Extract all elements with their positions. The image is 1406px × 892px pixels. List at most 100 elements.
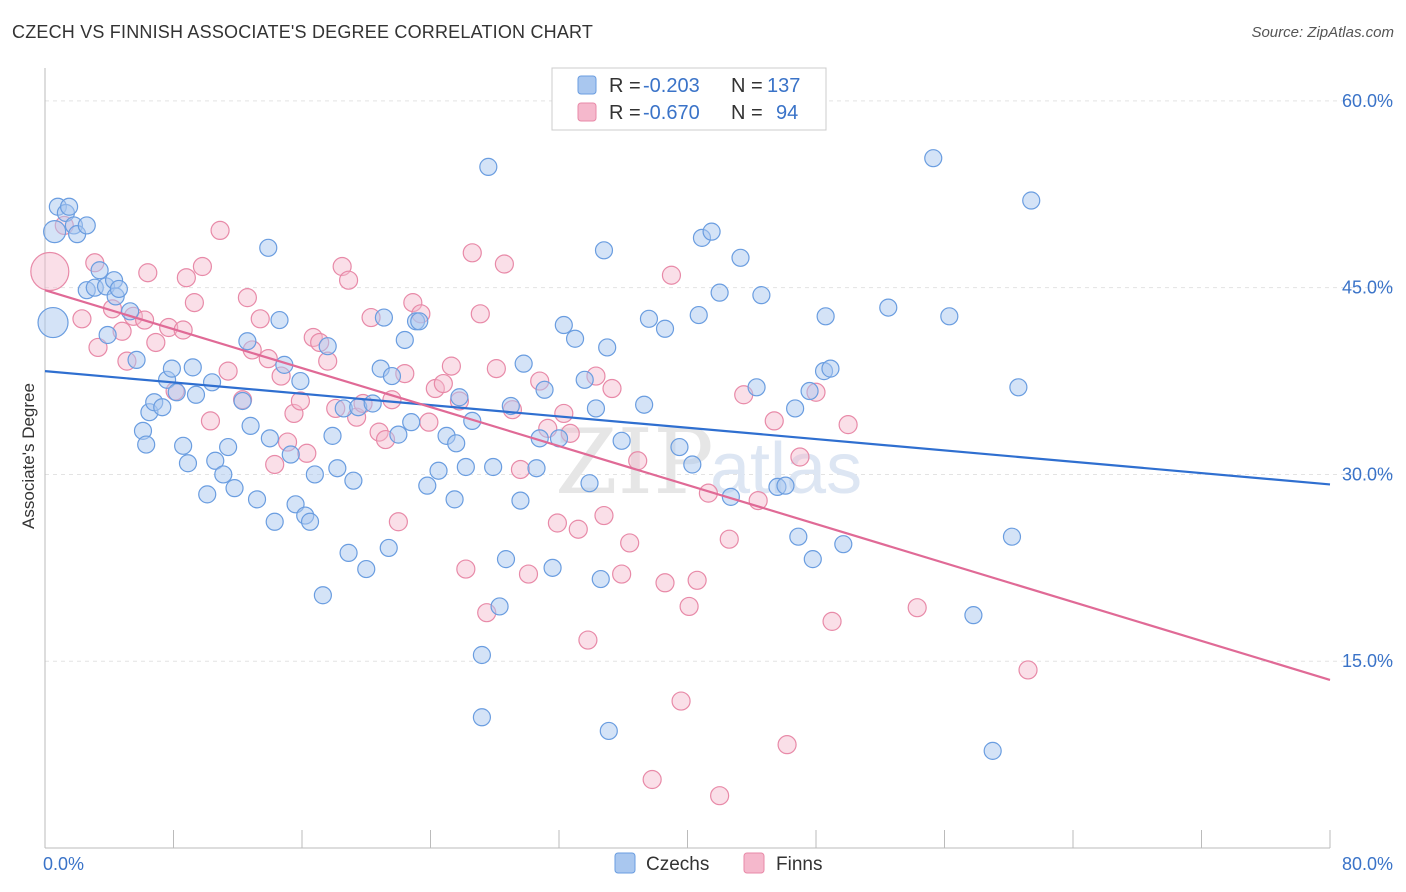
y-tick-labels: 15.0% 30.0% 45.0% 60.0% — [1342, 91, 1393, 671]
finns-point — [456, 559, 476, 579]
finns-point — [719, 529, 739, 549]
czechs-point — [395, 330, 414, 350]
bottom-legend-swatch-finns — [743, 852, 765, 874]
czechs-point — [379, 538, 398, 558]
czechs-point — [484, 457, 503, 477]
czechs-point — [318, 337, 337, 356]
czechs-point — [511, 491, 530, 510]
finns-point — [72, 309, 92, 329]
czechs-point — [167, 383, 186, 402]
czechs-point — [535, 380, 554, 399]
bottom-legend-label-czechs: Czechs — [646, 854, 709, 875]
czechs-point — [339, 543, 358, 562]
finns-point — [612, 564, 632, 584]
finns-point — [777, 735, 797, 755]
czechs-point — [463, 411, 482, 431]
czechs-point — [655, 319, 675, 338]
x-tick-label: 0.0% — [43, 854, 84, 874]
czechs-point — [594, 241, 614, 260]
czechs-point — [247, 490, 267, 509]
czechs-point — [447, 434, 466, 453]
finns-point — [88, 337, 108, 358]
bottom-legend: Czechs Finns — [614, 852, 822, 875]
finns-point — [486, 359, 506, 379]
czechs-point — [77, 216, 96, 235]
chart-title: CZECH VS FINNISH ASSOCIATE'S DEGREE CORR… — [12, 22, 594, 42]
finns-point — [297, 443, 317, 463]
czechs-point — [543, 558, 562, 577]
finns-point — [200, 411, 221, 431]
finns-point — [547, 513, 567, 533]
czechs-point — [418, 476, 437, 495]
czechs-point — [554, 315, 573, 335]
czechs-point — [389, 425, 408, 444]
finns-point — [303, 327, 323, 348]
finns-points — [30, 215, 1038, 806]
czechs-point — [137, 435, 156, 454]
finns-point — [642, 769, 662, 790]
czechs-points — [37, 149, 1041, 760]
czechs-point — [162, 359, 181, 378]
y-tick-label: 15.0% — [1342, 651, 1393, 671]
czechs-point — [472, 645, 491, 665]
czechs-point — [639, 309, 659, 328]
czechs-point — [731, 248, 750, 267]
finns-point — [594, 505, 614, 526]
finns-point — [838, 415, 858, 435]
finns-trend-line — [44, 289, 1331, 681]
finns-point — [210, 220, 230, 240]
czechs-point — [1002, 527, 1022, 546]
finns-point — [146, 332, 166, 353]
x-tick-label: 80.0% — [1342, 854, 1393, 874]
finns-point — [822, 611, 842, 631]
czechs-point — [591, 569, 610, 589]
czechs-point — [259, 238, 278, 257]
czechs-point — [328, 459, 347, 478]
legend-box: R = -0.203 N = 137 R = -0.670 N = 94 — [551, 67, 827, 131]
czechs-point — [670, 437, 689, 457]
legend-n-label-czechs: N = — [731, 75, 763, 97]
czechs-point — [313, 586, 332, 605]
czechs-point — [586, 399, 606, 418]
czechs-point — [786, 399, 805, 418]
czechs-point — [186, 385, 206, 404]
czechs-point — [1022, 191, 1041, 210]
czechs-point — [198, 485, 217, 504]
finns-point — [687, 570, 707, 590]
czechs-point — [281, 445, 300, 464]
czechs-point — [924, 149, 943, 168]
czechs-point — [598, 338, 617, 357]
czechs-point — [90, 261, 109, 280]
y-tick-label: 45.0% — [1342, 278, 1393, 298]
finns-point — [441, 356, 461, 376]
finns-point — [1018, 660, 1038, 680]
finns-point — [218, 361, 238, 381]
czechs-point — [599, 721, 618, 741]
czechs-point — [363, 394, 382, 413]
czechs-point — [689, 305, 708, 325]
x-tick-labels: 0.0% 80.0% — [43, 854, 1393, 874]
finns-point — [138, 263, 158, 283]
czechs-point — [238, 332, 257, 351]
czechs-point — [800, 381, 819, 401]
czechs-point — [776, 476, 795, 495]
finns-point — [237, 288, 257, 308]
czechs-point — [575, 370, 594, 389]
czechs-point — [747, 378, 766, 397]
finns-point — [462, 243, 482, 263]
czechs-point — [265, 512, 284, 531]
czechs-point — [206, 451, 225, 470]
czechs-point — [580, 474, 599, 493]
czechs-point — [225, 479, 244, 498]
czechs-point — [410, 312, 429, 331]
czechs-point — [127, 350, 146, 369]
czechs-point — [940, 307, 959, 326]
bottom-legend-swatch-czechs — [614, 852, 636, 874]
finns-point — [265, 454, 285, 475]
y-axis-label: Associate's Degree — [19, 383, 38, 529]
czechs-point — [472, 708, 491, 727]
czechs-point — [479, 157, 498, 176]
finns-point — [661, 265, 682, 285]
finns-point — [518, 564, 539, 584]
